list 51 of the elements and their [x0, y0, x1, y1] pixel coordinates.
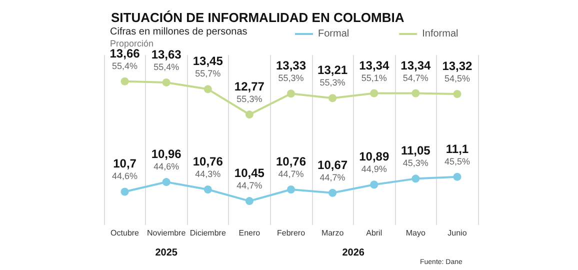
x-tick-label: Marzo [321, 228, 344, 238]
data-label: 13,32 54,5% [442, 59, 473, 84]
chart-title: SITUACIÓN DE INFORMALIDAD EN COLOMBIA [111, 10, 405, 25]
data-label: 13,63 55,4% [151, 47, 182, 72]
data-label: 13,34 55,1% [359, 58, 390, 83]
data-label: 13,21 55,3% [318, 63, 348, 88]
point [162, 78, 170, 86]
point [245, 197, 254, 206]
point [453, 172, 462, 181]
data-label: 10,7 44,6% [112, 156, 138, 182]
point [120, 77, 129, 86]
point [412, 89, 420, 98]
legend-label: Formal [318, 28, 350, 40]
point [412, 174, 420, 183]
data-label: 13,45 55,7% [192, 54, 224, 79]
data-label: 13,34 54,7% [400, 58, 432, 83]
text: Proporción [110, 38, 154, 48]
point [287, 90, 295, 98]
data-label: 10,67 44,7% [318, 158, 348, 182]
data-label: 10,76 44,7% [276, 154, 306, 179]
data-label: 10,45 44,7% [234, 166, 265, 191]
x-tick-label: Junio [448, 228, 468, 238]
point [370, 180, 378, 189]
point [328, 94, 337, 102]
chart-subtitle: Cifras en millones de personas [110, 26, 248, 38]
text: 2026 [342, 248, 365, 258]
data-label: 10,96 44,6% [151, 147, 182, 172]
x-tick-label: Febrero [276, 228, 306, 238]
data-label: 11,05 45,3% [400, 144, 431, 168]
x-tick-label: Mayo [406, 228, 426, 238]
point [204, 85, 212, 94]
data-label: 12,77 55,3% [234, 80, 265, 104]
point [204, 185, 212, 194]
x-tick-label: Octubre [110, 228, 140, 238]
point [245, 110, 254, 119]
text: 2025 [155, 248, 178, 258]
x-tick-label: Noviembre [146, 228, 186, 238]
point [453, 90, 462, 98]
data-label: 10,89 44,9% [359, 150, 390, 174]
data-label: 13,33 55,3% [276, 58, 306, 84]
point [287, 185, 295, 194]
point [162, 178, 170, 186]
point [370, 89, 378, 98]
x-tick-label: Enero [238, 228, 261, 238]
data-label: 10,76 44,3% [192, 154, 224, 179]
x-tick-label: Abril [366, 228, 382, 238]
point [120, 188, 129, 196]
data-label: 11,1 45,5% [444, 142, 470, 166]
point [328, 188, 337, 197]
x-tick-label: Diciembre [190, 228, 226, 238]
legend-label: Informal [422, 28, 458, 40]
